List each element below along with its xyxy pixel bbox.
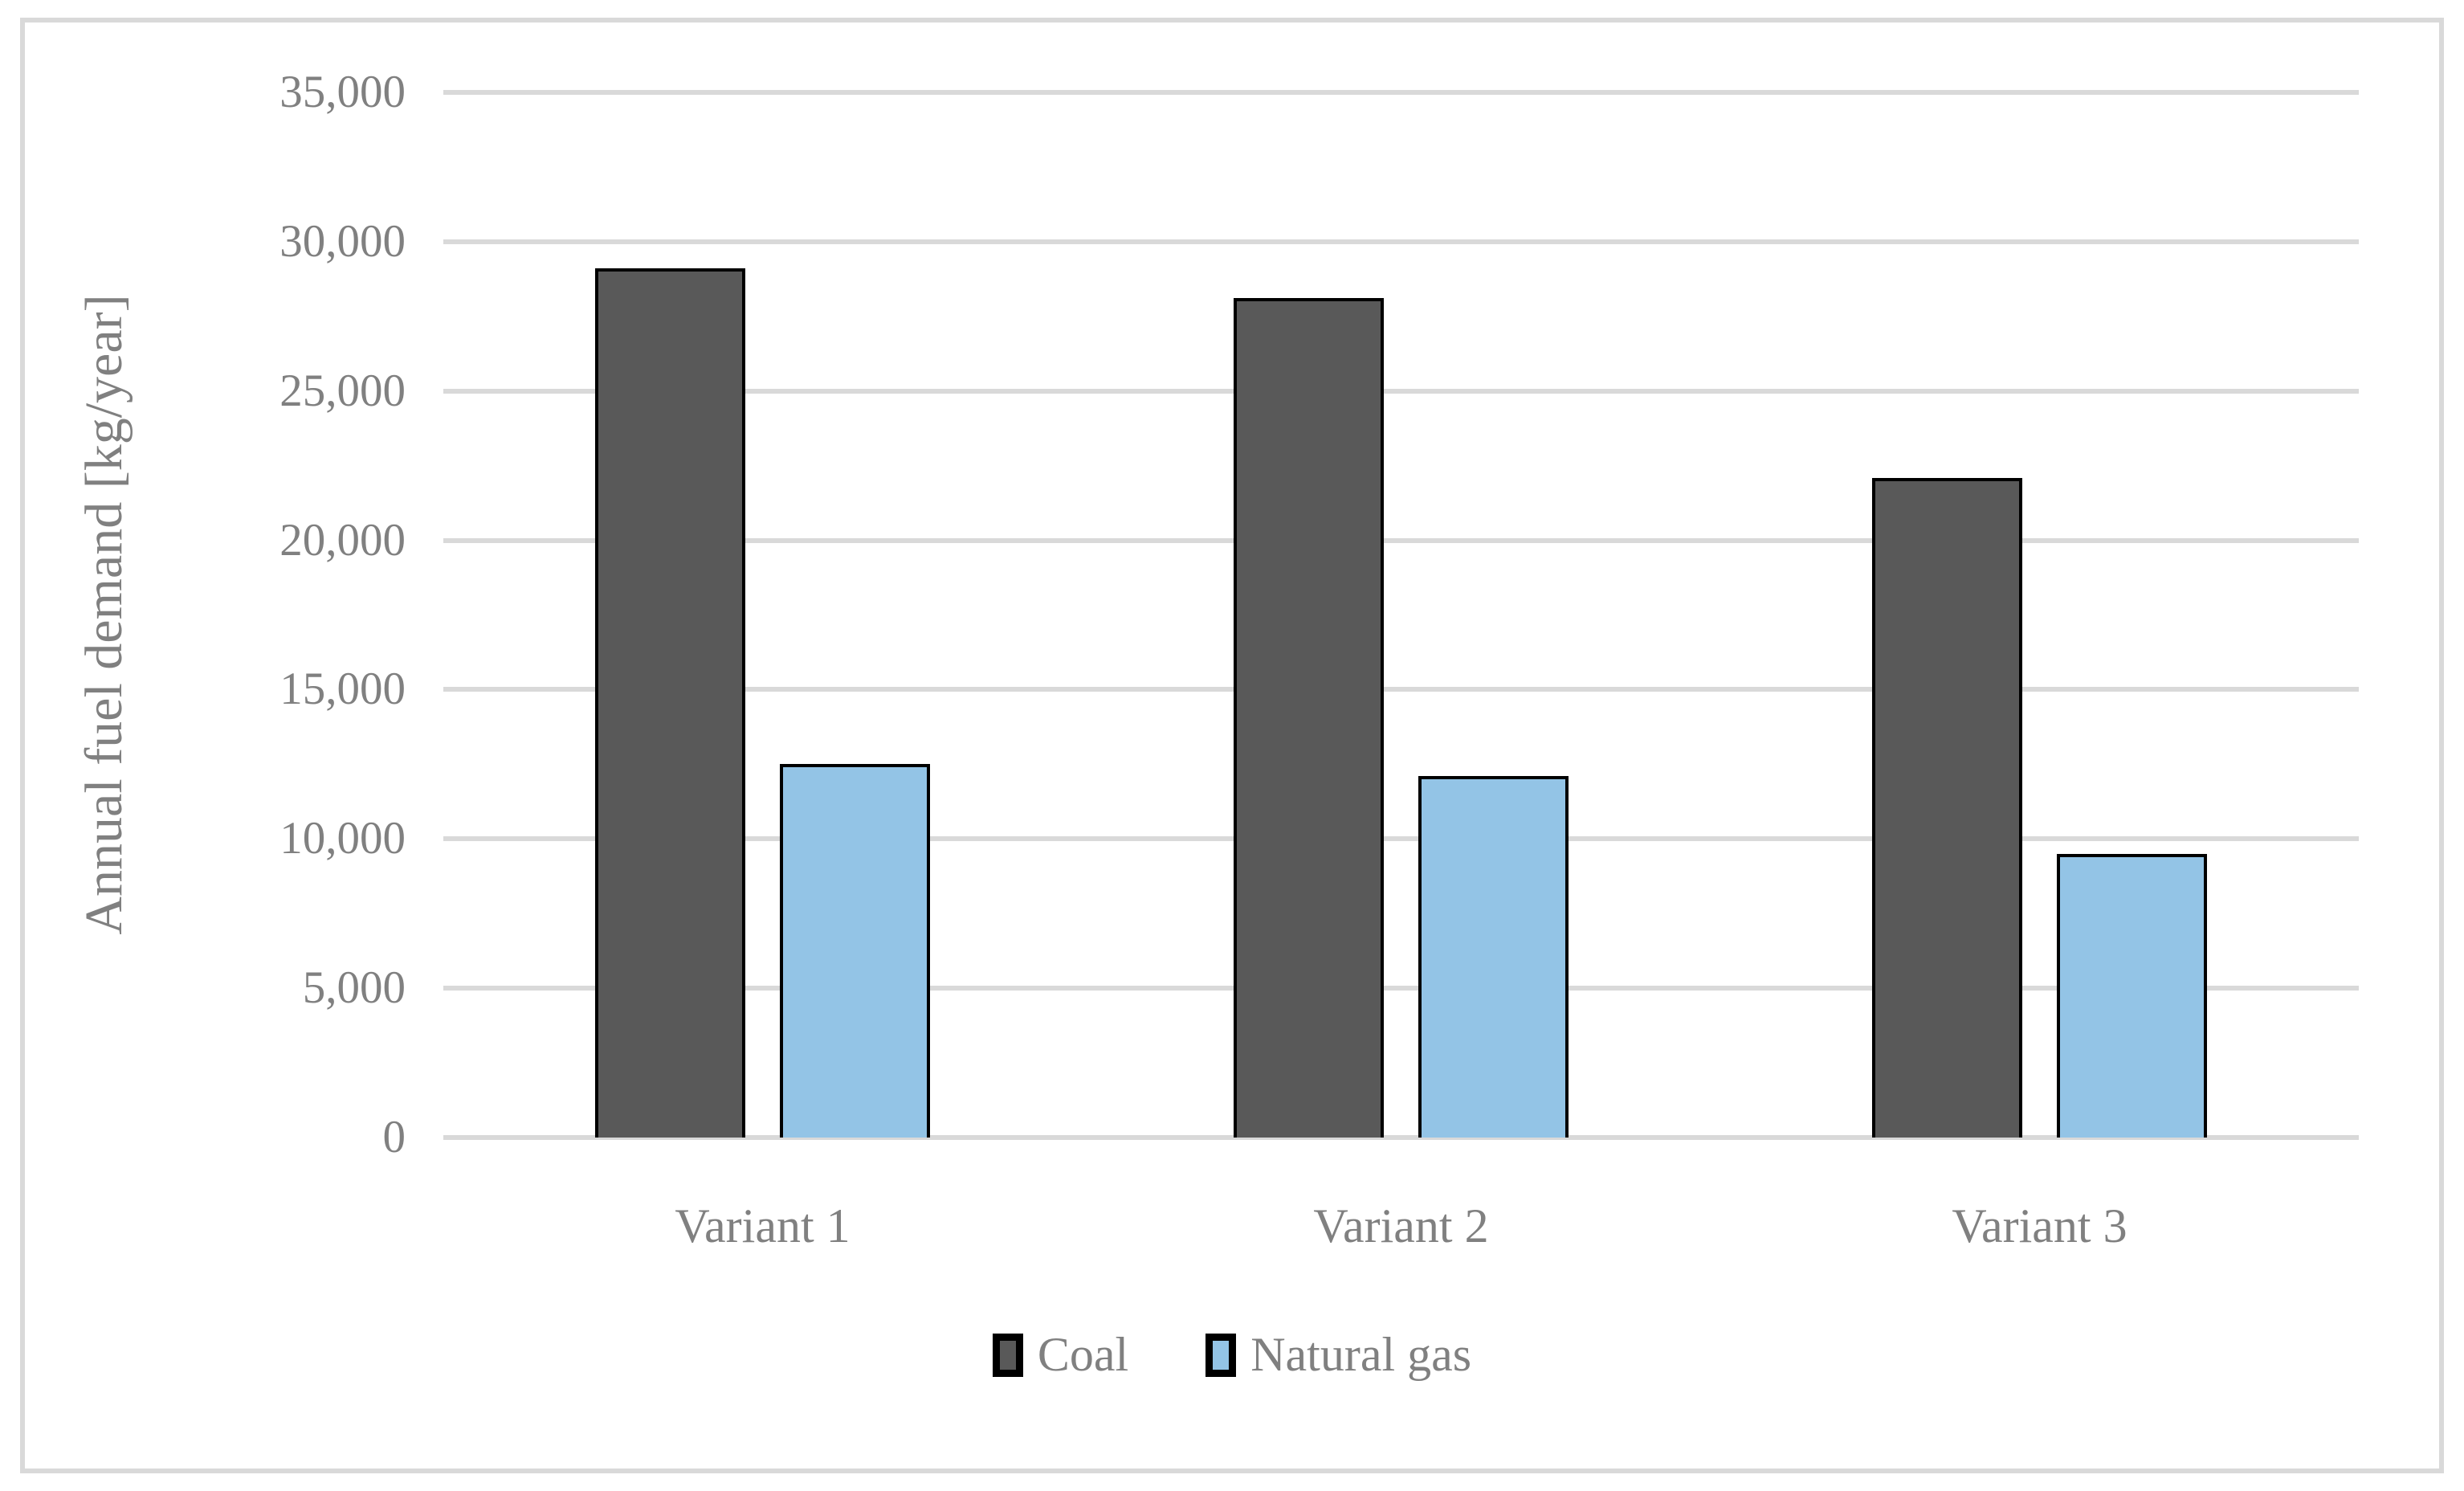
gridline-35000 xyxy=(443,90,2359,95)
bar-coal-variant-1 xyxy=(594,268,745,1138)
y-tick-label: 25,000 xyxy=(279,365,406,416)
y-tick-label: 15,000 xyxy=(279,664,406,715)
bar-coal-variant-3 xyxy=(1871,477,2022,1138)
gridline-5000 xyxy=(443,986,2359,991)
x-axis-category-labels: Variant 1 Variant 2 Variant 3 xyxy=(443,1199,2359,1263)
y-tick-label: 20,000 xyxy=(279,514,406,566)
y-tick-label: 35,000 xyxy=(279,67,406,117)
gridline-25000 xyxy=(443,388,2359,394)
y-tick-label: 0 xyxy=(382,1112,406,1162)
gridline-10000 xyxy=(443,836,2359,842)
x-label-variant-3: Variant 3 xyxy=(1952,1199,2127,1252)
bar-group-3 xyxy=(1720,92,2359,1138)
x-label-variant-1: Variant 1 xyxy=(675,1199,851,1252)
legend-swatch-icon xyxy=(1205,1333,1237,1377)
bar-group-1 xyxy=(443,92,1082,1138)
plot-area xyxy=(443,90,2359,1140)
bar-coal-variant-2 xyxy=(1233,298,1384,1138)
y-axis-tick-labels: 0 5,000 10,000 15,000 20,000 25,000 30,000 35,0… xyxy=(0,67,406,1162)
y-tick-label: 5,000 xyxy=(302,962,406,1014)
legend: Coal Natural gas xyxy=(0,1327,2464,1383)
bar-natural-gas-variant-3 xyxy=(2056,853,2207,1138)
gridline-15000 xyxy=(443,687,2359,692)
legend-label: Coal xyxy=(1037,1328,1129,1381)
gridline-20000 xyxy=(443,537,2359,543)
y-tick-label: 30,000 xyxy=(279,215,406,267)
figure-border xyxy=(20,18,2444,1473)
bar-natural-gas-variant-2 xyxy=(1418,776,1569,1138)
x-label-variant-2: Variant 2 xyxy=(1313,1199,1489,1252)
bar-natural-gas-variant-1 xyxy=(779,764,930,1138)
bar-group-2 xyxy=(1082,92,1720,1138)
gridline-30000 xyxy=(443,239,2359,244)
legend-item-coal: Coal xyxy=(992,1327,1129,1383)
gridline-0 xyxy=(443,1135,2359,1140)
legend-label: Natural gas xyxy=(1250,1328,1472,1381)
y-tick-label: 10,000 xyxy=(279,813,406,864)
legend-swatch-icon xyxy=(992,1333,1023,1377)
legend-item-natural-gas: Natural gas xyxy=(1205,1327,1471,1383)
